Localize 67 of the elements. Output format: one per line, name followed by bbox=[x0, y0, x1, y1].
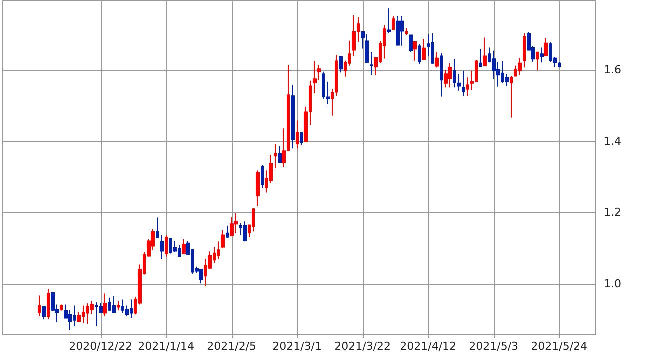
candlestick bbox=[103, 293, 107, 317]
x-tick-label: 2021/5/3 bbox=[469, 340, 519, 353]
candlestick bbox=[230, 216, 234, 236]
candlestick bbox=[199, 268, 203, 284]
candlestick bbox=[400, 16, 404, 46]
candlestick bbox=[42, 306, 46, 320]
candlestick bbox=[383, 24, 386, 60]
candlestick bbox=[291, 84, 295, 150]
candlestick bbox=[462, 70, 465, 97]
candlestick bbox=[422, 38, 426, 61]
candlestick bbox=[278, 146, 282, 164]
candlestick bbox=[243, 221, 247, 242]
candlestick bbox=[392, 15, 395, 31]
candlestick bbox=[274, 143, 277, 170]
candlestick bbox=[60, 304, 63, 312]
candlestick bbox=[47, 288, 50, 320]
x-tick-label: 2021/1/14 bbox=[138, 340, 195, 353]
candlestick bbox=[558, 61, 561, 68]
candlestick bbox=[256, 170, 260, 206]
candlestick bbox=[117, 300, 120, 311]
candlestick bbox=[296, 120, 299, 150]
x-tick-label: 2021/3/1 bbox=[272, 340, 322, 353]
candlestick bbox=[396, 16, 400, 46]
candlestick bbox=[448, 62, 452, 88]
candlestick bbox=[217, 241, 220, 260]
candlestick bbox=[510, 76, 513, 118]
candlestick bbox=[234, 212, 238, 234]
candlestick bbox=[387, 8, 391, 34]
candlestick bbox=[440, 52, 443, 98]
candlestick bbox=[221, 230, 225, 249]
candlestick bbox=[339, 56, 343, 74]
candlestick bbox=[365, 34, 369, 64]
x-tick-label: 2021/4/12 bbox=[400, 340, 457, 353]
x-tick-label: 2021/2/5 bbox=[207, 340, 257, 353]
candlestick bbox=[313, 60, 317, 94]
y-tick-label: 1.6 bbox=[604, 64, 622, 77]
candlestick bbox=[540, 47, 544, 64]
candlestick bbox=[536, 52, 539, 71]
candlestick bbox=[160, 235, 164, 260]
candlestick bbox=[479, 48, 482, 68]
candlestick bbox=[38, 295, 41, 317]
candlestick bbox=[112, 296, 116, 314]
candlestick bbox=[370, 52, 373, 76]
candlestick bbox=[544, 38, 548, 57]
x-tick-label: 2020/12/22 bbox=[69, 340, 133, 353]
y-tick-label: 1.0 bbox=[604, 278, 622, 291]
candlestick bbox=[352, 14, 356, 57]
candlestick bbox=[466, 77, 469, 97]
candlestick bbox=[518, 58, 522, 76]
y-tick-label: 1.2 bbox=[604, 206, 622, 220]
candlestick bbox=[182, 238, 186, 254]
candlestick bbox=[165, 235, 168, 258]
candlestick bbox=[405, 28, 408, 36]
candlestick bbox=[418, 44, 421, 65]
candlestick bbox=[483, 37, 487, 66]
x-tick-label: 2021/5/24 bbox=[531, 340, 588, 353]
candlestick bbox=[300, 132, 303, 146]
candlestick bbox=[409, 34, 413, 52]
candlestick bbox=[523, 32, 526, 68]
candlestick bbox=[261, 164, 264, 189]
candlestick bbox=[156, 217, 159, 238]
candlestick bbox=[435, 52, 439, 68]
y-tick-label: 1.4 bbox=[604, 134, 622, 148]
candlestick bbox=[413, 41, 417, 62]
x-tick-label: 2021/3/22 bbox=[334, 340, 392, 353]
candlestick bbox=[226, 225, 229, 239]
candlestick bbox=[431, 32, 434, 65]
